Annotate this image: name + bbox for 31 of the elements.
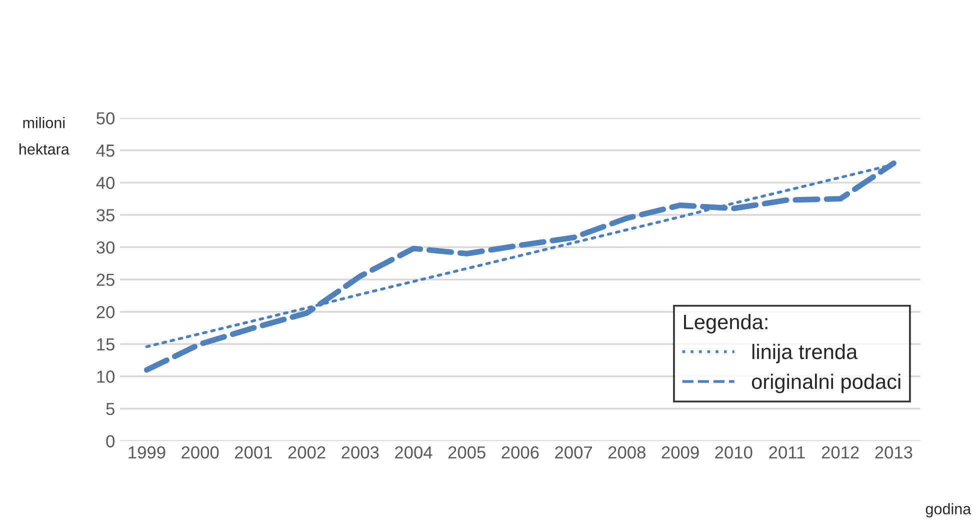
y-tick-label: 40 <box>96 176 115 190</box>
y-tick-label: 0 <box>106 435 115 448</box>
legend-label: originalni podaci <box>752 374 900 394</box>
y-tick-label: 25 <box>96 274 114 286</box>
y-tick-label: 35 <box>96 209 114 222</box>
x-tick-label: 2002 <box>288 446 326 459</box>
x-tick-label: 2005 <box>448 446 486 459</box>
x-tick-label: 2003 <box>342 446 379 459</box>
x-tick-label: 2000 <box>182 446 219 459</box>
y-tick-label: 50 <box>96 112 115 124</box>
x-axis-title: godina <box>926 503 972 518</box>
x-tick-label: 2007 <box>555 446 592 459</box>
x-tick-label: 2006 <box>502 446 539 459</box>
x-tick-label: 2013 <box>875 446 912 459</box>
y-tick-label: 45 <box>96 144 114 157</box>
y-tick-label: 30 <box>96 241 115 254</box>
y-axis-title: milioni hektara <box>20 117 70 155</box>
x-tick-label: 2011 <box>769 446 805 459</box>
y-tick-label: 15 <box>97 338 114 351</box>
y-tick-label: 20 <box>96 306 115 318</box>
x-tick-label: 2001 <box>235 446 272 459</box>
legend-title: Legenda: <box>684 314 768 334</box>
x-tick-label: 2008 <box>608 446 646 459</box>
x-tick-label: 2009 <box>662 446 699 459</box>
y-tick-label: 5 <box>106 403 114 416</box>
x-tick-label: 1999 <box>128 446 166 459</box>
x-tick-label: 2012 <box>822 446 859 459</box>
legend-label: linija trenda <box>752 344 858 364</box>
x-tick-label: 2004 <box>395 446 432 459</box>
y-tick-label: 10 <box>97 370 115 383</box>
x-tick-label: 2010 <box>715 446 752 459</box>
